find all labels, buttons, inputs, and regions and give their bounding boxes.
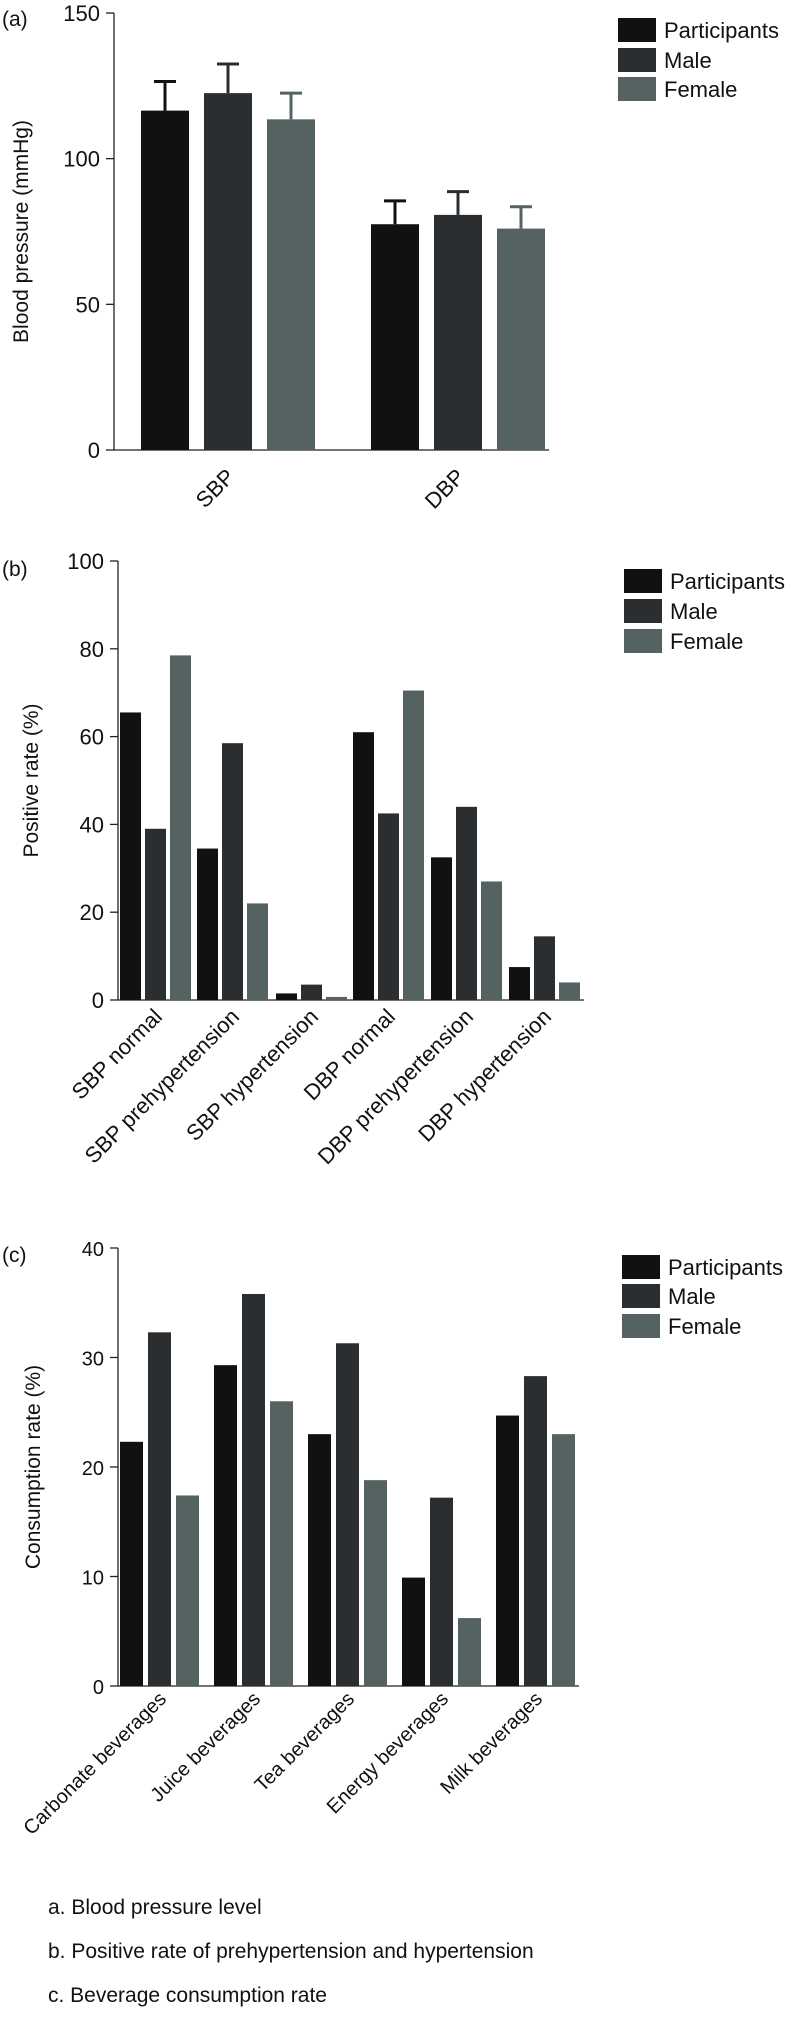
chart-a-legend-swatch	[618, 18, 656, 42]
chart-c-bar-female	[552, 1434, 575, 1686]
chart-c-bar-male	[336, 1343, 359, 1686]
chart-c-legend-label: Male	[668, 1284, 716, 1309]
chart-a-y-tick-label: 50	[76, 292, 100, 317]
caption-a: a. Blood pressure level	[48, 1896, 262, 1919]
chart-a-legend-swatch	[618, 48, 656, 72]
chart-c-y-axis-title: Consumption rate (%)	[22, 1365, 45, 1569]
chart-a-legend-label: Male	[664, 48, 712, 73]
chart-a-bar-participants	[371, 224, 419, 450]
chart-b-y-tick-label: 40	[80, 812, 104, 837]
chart-c-bar-male	[430, 1497, 453, 1686]
chart-c-bar-female	[176, 1495, 199, 1686]
chart-b-y-tick-label: 20	[80, 900, 104, 925]
chart-c-x-tick-label: Milk beverages	[436, 1688, 547, 1799]
chart-c-x-tick-label: Tea beverages	[251, 1688, 359, 1796]
chart-b-y-tick-label: 60	[80, 725, 104, 750]
chart-c-bar-participants	[402, 1577, 425, 1686]
chart-c-legend-swatch	[622, 1255, 660, 1279]
chart-a-legend-label: Female	[664, 77, 737, 102]
chart-c-bar-male	[524, 1376, 547, 1686]
chart-c-panel-label: (c)	[2, 1244, 27, 1267]
chart-b-legend-label: Male	[670, 599, 718, 624]
chart-b-legend-swatch	[624, 599, 662, 623]
chart-a-bar-male	[434, 214, 482, 450]
chart-c-legend-label: Participants	[668, 1255, 783, 1280]
chart-b-bar-male	[301, 984, 322, 1000]
chart-c-bar-participants	[496, 1415, 519, 1686]
chart-b-x-tick-label: DBP prehypertension	[313, 1004, 478, 1169]
chart-c-bar-participants	[214, 1365, 237, 1686]
chart-b-y-tick-label: 100	[67, 549, 104, 574]
chart-b-bar-female	[403, 690, 424, 1000]
chart-b-bar-participants	[353, 732, 374, 1000]
chart-b-legend-label: Participants	[670, 569, 785, 594]
chart-a-bar-female	[267, 119, 315, 450]
chart-c-bar-participants	[120, 1441, 143, 1686]
chart-b-bar-participants	[197, 848, 218, 1000]
chart-a-y-tick-label: 0	[88, 438, 100, 463]
chart-b-legend-swatch	[624, 629, 662, 653]
chart-a-legend-label: Participants	[664, 18, 779, 43]
caption-c: c. Beverage consumption rate	[48, 1984, 327, 2007]
chart-b-bar-male	[534, 936, 555, 1000]
chart-c-y-tick-label: 20	[82, 1458, 104, 1480]
caption-b: b. Positive rate of prehypertension and …	[48, 1940, 534, 1963]
chart-b-bar-male	[222, 743, 243, 1000]
chart-a-y-axis-title: Blood pressure (mmHg)	[10, 120, 33, 343]
chart-b-bar-male	[456, 806, 477, 1000]
chart-c-x-tick-label: Carbonate beverages	[19, 1688, 171, 1840]
chart-c-bar-female	[364, 1480, 387, 1686]
chart-b-panel-label: (b)	[2, 558, 28, 581]
chart-b-bar-male	[378, 813, 399, 1000]
chart-c-legend-label: Female	[668, 1314, 741, 1339]
chart-b-x-tick-label: SBP hypertension	[181, 1004, 323, 1146]
chart-c-bar-male	[148, 1332, 171, 1686]
chart-b-legend-label: Female	[670, 629, 743, 654]
chart-b-bar-participants	[276, 993, 297, 1000]
chart-c-legend-swatch	[622, 1314, 660, 1338]
chart-a-panel-label: (a)	[2, 8, 28, 31]
chart-b-bar-female	[559, 982, 580, 1000]
chart-b-bar-participants	[120, 712, 141, 1000]
chart-a-x-tick-label: DBP	[420, 464, 470, 514]
chart-b-x-tick-label: SBP prehypertension	[80, 1004, 244, 1168]
chart-b-bar-participants	[509, 967, 530, 1000]
chart-b-y-axis-title: Positive rate (%)	[20, 703, 43, 857]
chart-c-y-tick-label: 0	[93, 1677, 104, 1699]
chart-a-bar-male	[204, 93, 252, 450]
chart-b-bar-female	[326, 996, 347, 1000]
chart-c-y-tick-label: 30	[82, 1349, 104, 1371]
chart-b-bar-male	[145, 828, 166, 1000]
chart-a-y-tick-label: 150	[63, 1, 100, 26]
chart-b-y-tick-label: 80	[80, 637, 104, 662]
chart-b-bar-female	[170, 655, 191, 1000]
chart-c-y-tick-label: 40	[82, 1239, 104, 1261]
chart-a-x-tick-label: SBP	[191, 464, 240, 513]
chart-b-x-tick-label: DBP hypertension	[413, 1004, 556, 1147]
chart-c-bar-female	[270, 1401, 293, 1686]
chart-b-legend-swatch	[624, 569, 662, 593]
chart-c-y-tick-label: 10	[82, 1568, 104, 1590]
chart-c-bar-female	[458, 1618, 481, 1686]
chart-b-bar-participants	[431, 857, 452, 1000]
chart-a-y-tick-label: 100	[63, 147, 100, 172]
chart-b-bar-female	[247, 903, 268, 1000]
chart-c-bar-male	[242, 1293, 265, 1686]
chart-c-legend-swatch	[622, 1284, 660, 1308]
chart-c-bar-participants	[308, 1434, 331, 1686]
chart-b-y-tick-label: 0	[92, 988, 104, 1013]
chart-a-bar-female	[497, 228, 545, 450]
chart-b-bar-female	[481, 881, 502, 1000]
chart-a-legend-swatch	[618, 77, 656, 101]
chart-a-bar-participants	[141, 110, 189, 450]
